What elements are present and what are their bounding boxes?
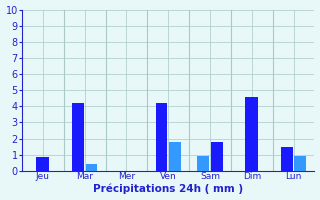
Bar <box>197 156 209 171</box>
Bar <box>211 142 223 171</box>
Bar <box>72 103 84 171</box>
Bar <box>281 147 293 171</box>
Bar <box>85 164 97 171</box>
Bar <box>294 156 306 171</box>
Bar <box>169 142 181 171</box>
Bar <box>245 97 258 171</box>
Bar <box>36 157 49 171</box>
X-axis label: Précipitations 24h ( mm ): Précipitations 24h ( mm ) <box>93 184 243 194</box>
Bar <box>156 103 167 171</box>
